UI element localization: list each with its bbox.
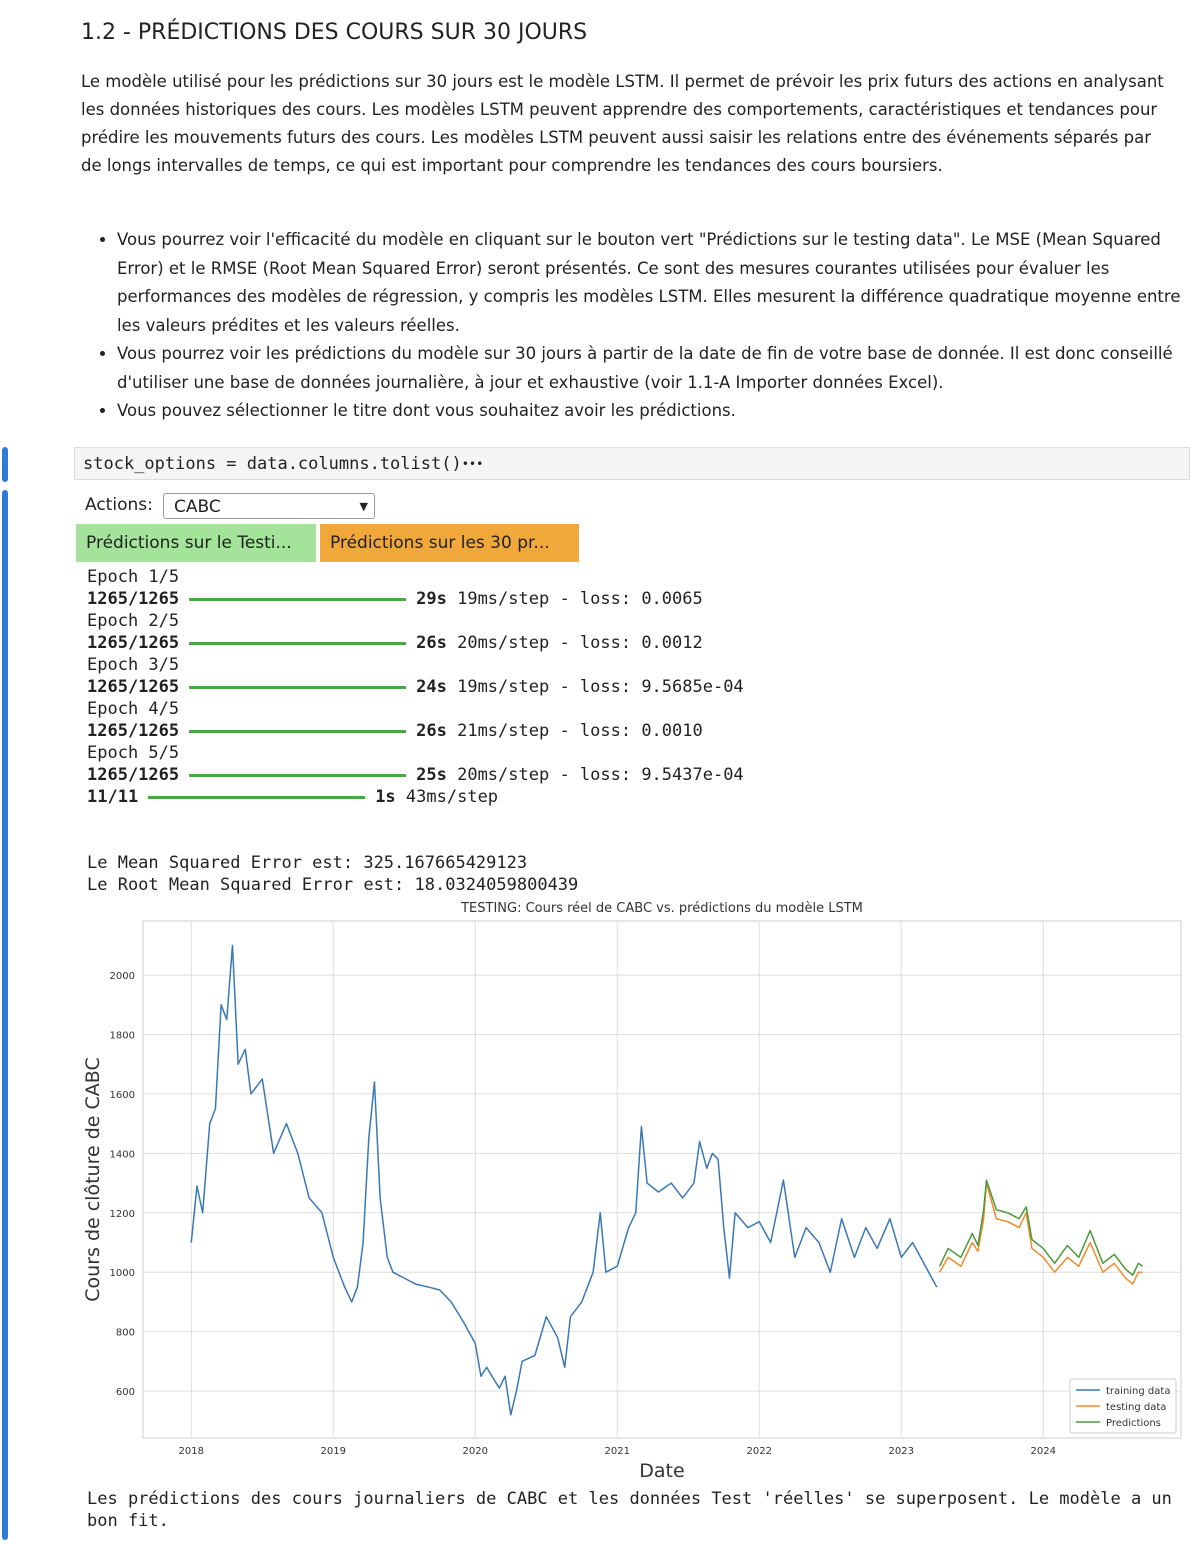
bullet: Vous pourrez voir l'efficacité du modèle… bbox=[117, 226, 1200, 340]
y-axis-label: Cours de clôture de CABC bbox=[82, 1057, 104, 1301]
epoch: Epoch 5/5 bbox=[87, 743, 180, 763]
button[interactable]: Prédictions sur le Testi... bbox=[76, 524, 316, 562]
log-line: 1265/1265 26s 20ms/step - loss: 0.0012 bbox=[87, 632, 744, 654]
x-tick-label: 2022 bbox=[747, 1446, 772, 1457]
y-tick-label: 800 bbox=[116, 1328, 135, 1339]
steps: 1265/1265 bbox=[87, 721, 180, 741]
dropdown-value: CABC bbox=[174, 497, 221, 517]
chart-title: TESTING: Cours réel de CABC vs. prédicti… bbox=[460, 901, 863, 916]
x-tick-label: 2018 bbox=[179, 1446, 204, 1457]
log-line: 1265/1265 29s 19ms/step - loss: 0.0065 bbox=[87, 588, 744, 610]
time: 26s bbox=[416, 721, 447, 741]
progress-bar bbox=[189, 729, 407, 733]
epoch: Epoch 1/5 bbox=[87, 567, 180, 587]
time: 25s bbox=[416, 765, 447, 785]
line-series bbox=[938, 1179, 1144, 1276]
dropdown-arrow: ▼ bbox=[359, 500, 368, 513]
cell-marker bbox=[2, 490, 8, 1540]
conclusion: Les prédictions des cours journaliers de… bbox=[87, 1489, 1172, 1531]
step-info: 21ms/step - loss: 0.0010 bbox=[457, 721, 703, 741]
bullet: Vous pouvez sélectionner le titre dont v… bbox=[117, 397, 1200, 426]
time: 1s bbox=[375, 787, 396, 807]
dropdown-label: Actions: bbox=[85, 495, 153, 515]
intro-paragraph: Le modèle utilisé pour les prédictions s… bbox=[81, 72, 1164, 175]
step-info: 19ms/step - loss: 9.5685e-04 bbox=[457, 677, 744, 697]
log-line: 1265/1265 26s 21ms/step - loss: 0.0010 bbox=[87, 720, 744, 742]
section-title: 1.2 - PRÉDICTIONS DES COURS SUR 30 JOURS bbox=[81, 20, 588, 45]
log-line: 11/11 1s 43ms/step bbox=[87, 786, 744, 808]
bullet: Vous pourrez voir les prédictions du mod… bbox=[117, 340, 1200, 397]
line-series bbox=[190, 944, 938, 1416]
time: 26s bbox=[416, 633, 447, 653]
cell-marker bbox=[2, 447, 8, 482]
chart: TESTING: Cours réel de CABC vs. prédicti… bbox=[82, 901, 1182, 1482]
dropdown[interactable]: CABC ▼ bbox=[163, 493, 375, 519]
progress-bar bbox=[148, 795, 366, 799]
rmse: Le Root Mean Squared Error est: 18.03240… bbox=[87, 875, 579, 895]
y-tick-label: 1600 bbox=[110, 1090, 135, 1101]
steps: 1265/1265 bbox=[87, 677, 180, 697]
progress-bar bbox=[189, 597, 407, 601]
progress-bar bbox=[189, 773, 407, 777]
y-tick-label: 1800 bbox=[110, 1031, 135, 1042]
epoch: Epoch 3/5 bbox=[87, 655, 180, 675]
x-tick-label: 2021 bbox=[605, 1446, 630, 1457]
y-tick-label: 2000 bbox=[110, 971, 135, 982]
code: stock_options = data.columns.tolist() bbox=[83, 454, 462, 474]
legend-label: testing data bbox=[1106, 1402, 1166, 1413]
y-tick-label: 1000 bbox=[110, 1268, 135, 1279]
metrics: Le Mean Squared Error est: 325.167665429… bbox=[87, 852, 578, 896]
x-axis-label: Date bbox=[639, 1460, 684, 1482]
collapsed-indicator[interactable]: ••• bbox=[461, 457, 484, 471]
plot-area bbox=[142, 920, 1182, 1439]
y-tick-label: 1200 bbox=[110, 1209, 135, 1220]
code-cell[interactable]: stock_options = data.columns.tolist()••• bbox=[74, 447, 1190, 480]
legend-label: training data bbox=[1106, 1386, 1170, 1397]
epoch: Epoch 2/5 bbox=[87, 611, 180, 631]
steps: 1265/1265 bbox=[87, 765, 180, 785]
y-tick-label: 1400 bbox=[110, 1149, 135, 1160]
step-info: 20ms/step - loss: 0.0012 bbox=[457, 633, 703, 653]
x-tick-label: 2024 bbox=[1031, 1446, 1056, 1457]
log-line: 1265/1265 25s 20ms/step - loss: 9.5437e-0… bbox=[87, 764, 744, 786]
step-info: 20ms/step - loss: 9.5437e-04 bbox=[457, 765, 744, 785]
x-tick-label: 2019 bbox=[321, 1446, 346, 1457]
steps: 1265/1265 bbox=[87, 633, 180, 653]
training-log: Epoch 1/5 1265/1265 29s 19ms/step - loss: … bbox=[87, 566, 744, 808]
time: 24s bbox=[416, 677, 447, 697]
mse: Le Mean Squared Error est: 325.167665429… bbox=[87, 853, 528, 873]
x-tick-label: 2020 bbox=[463, 1446, 488, 1457]
y-tick-label: 600 bbox=[116, 1387, 135, 1398]
progress-bar bbox=[189, 641, 407, 645]
bullet-list: Vous pourrez voir l'efficacité du modèle… bbox=[81, 226, 1200, 426]
legend-box bbox=[1069, 1378, 1177, 1434]
log-line: 1265/1265 24s 19ms/step - loss: 9.5685e-0… bbox=[87, 676, 744, 698]
epoch: Epoch 4/5 bbox=[87, 699, 180, 719]
legend-label: Predictions bbox=[1106, 1418, 1161, 1429]
button[interactable]: Prédictions sur les 30 pr... bbox=[320, 524, 579, 562]
x-tick-label: 2023 bbox=[889, 1446, 914, 1457]
steps: 11/11 bbox=[87, 787, 139, 807]
steps: 1265/1265 bbox=[87, 589, 180, 609]
step-info: 43ms/step bbox=[405, 787, 499, 807]
time: 29s bbox=[416, 589, 447, 609]
step-info: 19ms/step - loss: 0.0065 bbox=[457, 589, 703, 609]
line-series bbox=[938, 1182, 1143, 1285]
progress-bar bbox=[189, 685, 407, 689]
